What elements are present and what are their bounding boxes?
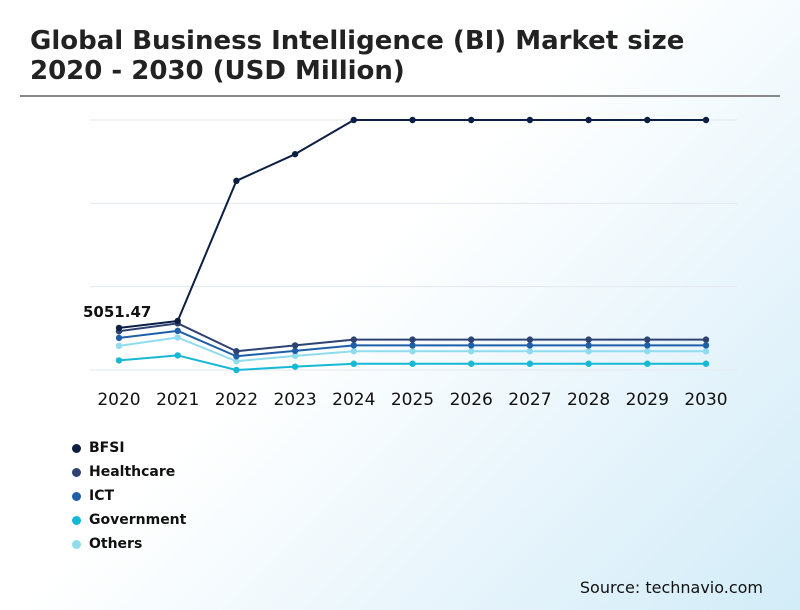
- data-point-others: [644, 348, 651, 355]
- data-point-government: [644, 360, 651, 367]
- data-point-government: [174, 352, 181, 359]
- data-point-healthcare: [526, 336, 534, 343]
- data-point-others: [585, 348, 592, 355]
- data-point-healthcare: [291, 342, 299, 349]
- legend-label: ICT: [89, 488, 115, 504]
- x-tick-label: 2028: [567, 390, 610, 410]
- data-point-others: [233, 358, 240, 365]
- data-point-others: [409, 348, 416, 355]
- data-point-ict: [350, 342, 357, 349]
- source-credit: Source: technavio.com: [579, 578, 763, 597]
- data-point-healthcare: [702, 336, 710, 343]
- x-tick-label: 2020: [97, 390, 140, 410]
- data-point-ict: [115, 334, 123, 342]
- data-point-government: [702, 360, 710, 367]
- data-point-others: [115, 342, 123, 350]
- data-point-ict: [585, 342, 592, 349]
- chart-legend: BFSI Healthcare ICT Government Others: [72, 436, 186, 556]
- data-point-bfsi: [174, 317, 181, 325]
- legend-marker: [72, 539, 81, 549]
- x-tick-label: 2027: [508, 390, 551, 410]
- legend-label: Others: [89, 536, 143, 552]
- x-tick-label: 2026: [450, 390, 493, 410]
- data-point-government: [233, 366, 240, 374]
- chart-title: Global Business Intelligence (BI) Market…: [30, 26, 685, 86]
- data-point-ict: [644, 342, 651, 349]
- data-point-healthcare: [585, 336, 592, 343]
- legend-item-healthcare: Healthcare: [72, 460, 186, 484]
- data-point-government: [291, 363, 299, 370]
- data-point-others: [702, 348, 710, 355]
- data-point-government: [585, 360, 592, 367]
- legend-marker: [72, 467, 81, 477]
- legend-item-bfsi: BFSI: [72, 436, 186, 460]
- legend-marker: [72, 443, 81, 453]
- x-tick-label: 2023: [273, 390, 316, 410]
- data-point-others: [174, 334, 181, 341]
- data-point-healthcare: [233, 348, 240, 355]
- data-point-others: [350, 348, 357, 355]
- data-point-bfsi: [644, 116, 651, 124]
- x-tick-label: 2024: [332, 390, 375, 410]
- legend-item-ict: ICT: [72, 484, 186, 508]
- legend-label: Government: [89, 512, 187, 528]
- data-point-ict: [233, 353, 240, 360]
- data-label: 5051.47: [83, 303, 151, 321]
- data-point-ict: [526, 342, 534, 349]
- legend-marker: [72, 515, 81, 525]
- legend-marker: [72, 491, 81, 501]
- data-point-bfsi: [585, 116, 592, 124]
- data-point-healthcare: [468, 336, 475, 343]
- data-point-bfsi: [409, 116, 416, 124]
- data-point-bfsi: [526, 116, 534, 124]
- data-point-healthcare: [644, 336, 651, 343]
- data-point-bfsi: [233, 177, 240, 185]
- data-point-bfsi: [291, 150, 299, 158]
- data-point-others: [291, 352, 299, 360]
- title-divider: [20, 95, 780, 97]
- legend-label: BFSI: [89, 440, 125, 456]
- data-point-ict: [291, 347, 299, 355]
- data-point-government: [526, 360, 534, 367]
- x-tick-label: 2021: [156, 390, 199, 410]
- legend-item-others: Others: [72, 532, 186, 556]
- x-tick-label: 2030: [684, 390, 727, 410]
- legend-item-government: Government: [72, 508, 186, 532]
- data-point-government: [468, 360, 475, 367]
- x-tick-label: 2025: [391, 390, 434, 410]
- legend-label: Healthcare: [89, 464, 176, 480]
- data-point-ict: [468, 342, 475, 349]
- data-point-others: [526, 348, 534, 355]
- data-point-healthcare: [409, 336, 416, 343]
- data-point-bfsi: [115, 324, 123, 332]
- x-tick-label: 2022: [215, 390, 258, 410]
- data-point-government: [409, 360, 416, 367]
- data-point-bfsi: [350, 116, 357, 124]
- series-line-bfsi: [118, 119, 706, 329]
- x-tick-label: 2029: [626, 390, 669, 410]
- data-point-bfsi: [702, 116, 710, 124]
- data-point-healthcare: [350, 336, 357, 343]
- data-point-government: [115, 357, 123, 364]
- data-point-ict: [702, 342, 710, 349]
- data-point-others: [468, 348, 475, 355]
- data-point-government: [350, 360, 357, 367]
- data-point-bfsi: [468, 116, 475, 124]
- data-point-ict: [409, 342, 416, 349]
- data-point-ict: [174, 327, 181, 335]
